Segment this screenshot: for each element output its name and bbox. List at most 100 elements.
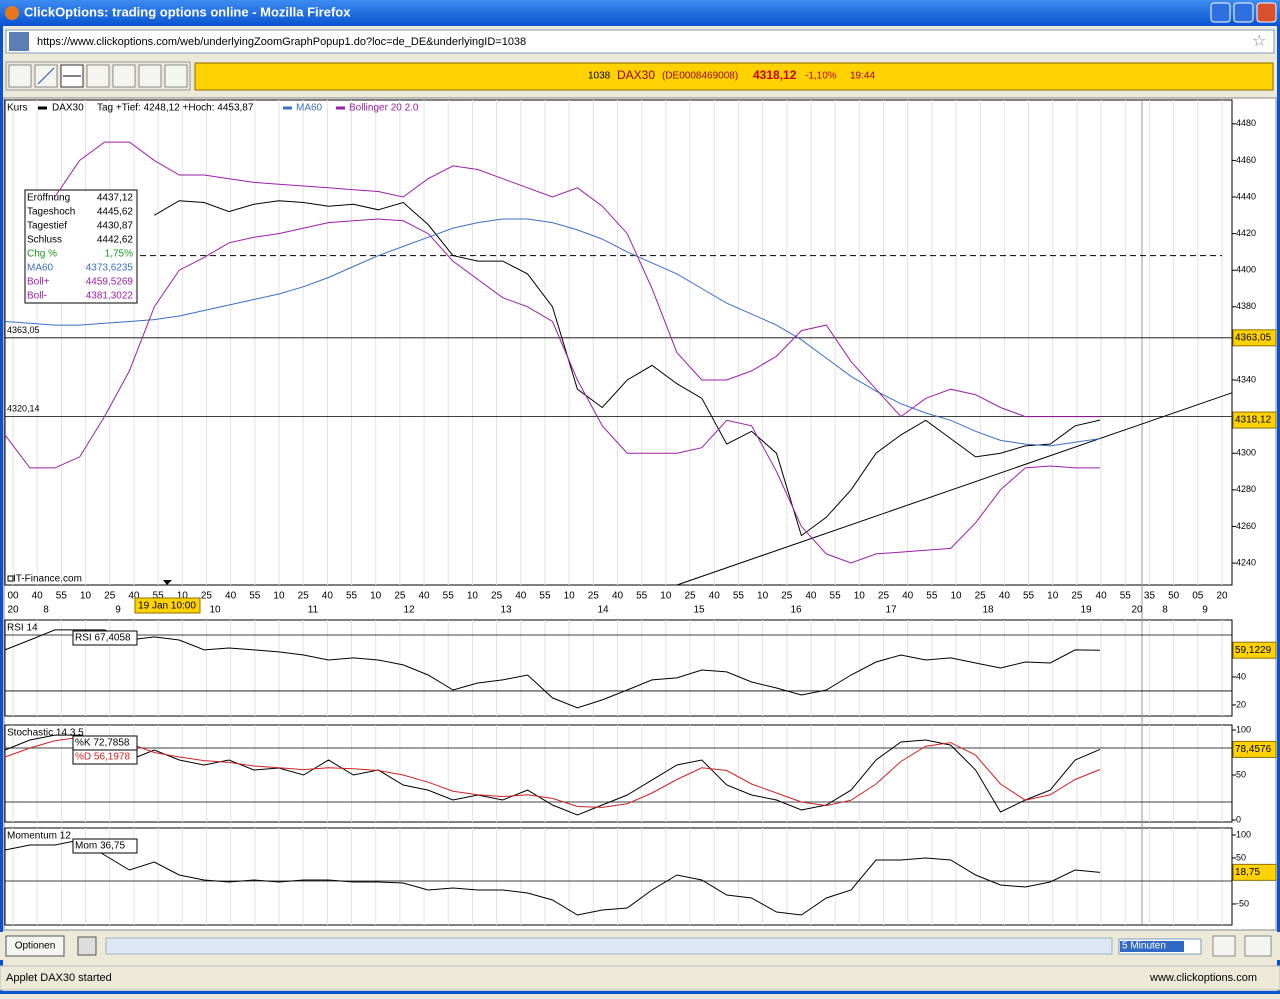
y-tick-label: 4420 [1236, 228, 1256, 238]
panel-title: Stochastic 14 3 5 [7, 728, 84, 739]
readout: %K 72,7858 [75, 738, 130, 749]
icon [37, 67, 55, 85]
main-panel [4, 99, 1233, 586]
time-label: 55 [830, 591, 842, 602]
day-label: 20 [7, 605, 19, 616]
info-label: Boll- [27, 291, 47, 302]
status-right: www.clickoptions.com [1149, 972, 1257, 984]
value-box-label: 4363,05 [1235, 332, 1272, 343]
cursor-label: 19 Jan 10:00 [138, 601, 196, 612]
time-label: 10 [660, 591, 672, 602]
value-box-label: 59,1229 [1235, 645, 1272, 656]
grid [12, 100, 1223, 925]
time-label: 40 [999, 591, 1011, 602]
ticker-change: -1,10% [805, 71, 837, 82]
options-button[interactable] [5, 935, 65, 957]
zoom-tool[interactable] [8, 64, 32, 88]
time-label: 25 [684, 591, 696, 602]
status-left: Applet DAX30 started [6, 972, 112, 984]
save-button[interactable] [77, 936, 97, 956]
series-line [4, 736, 1101, 808]
info-value: 4442,62 [97, 235, 134, 246]
info-label: Schluss [27, 235, 62, 246]
time-label: 20 [1216, 591, 1228, 602]
close-button[interactable] [1256, 2, 1277, 23]
y-tick-label: -50 [1236, 898, 1249, 908]
cursor-box [134, 597, 201, 614]
day-label: 14 [597, 605, 609, 616]
series-line [4, 839, 1101, 916]
value-box-label: 4318,12 [1235, 415, 1272, 426]
info-value: 4459,5269 [86, 277, 134, 288]
value-box [1232, 863, 1277, 881]
time-label: 55 [249, 591, 261, 602]
y-tick-label: 0 [1236, 814, 1241, 824]
readout-box [72, 749, 138, 765]
panel-title: RSI 14 [7, 623, 38, 634]
time-label: 10 [370, 591, 382, 602]
site-icon [9, 32, 29, 51]
time-label: 55 [346, 591, 358, 602]
info-value: 4437,12 [97, 193, 134, 204]
info-value: 4445,62 [97, 207, 134, 218]
value-box-label: 18,75 [1235, 867, 1260, 878]
time-label: 00 [7, 591, 19, 602]
value-box [1232, 641, 1277, 659]
info-label: MA60 [27, 263, 54, 274]
zoom-out[interactable] [1212, 935, 1236, 957]
time-label: 10 [467, 591, 479, 602]
day-label: 16 [790, 605, 802, 616]
series-line [4, 629, 1101, 709]
zoom-in[interactable] [1244, 935, 1272, 957]
time-label: 25 [878, 591, 890, 602]
fib-tool[interactable] [86, 64, 110, 88]
info-label: Tageshoch [27, 207, 75, 218]
legend-symbol: DAX30 [52, 103, 84, 114]
parallel-tool[interactable] [138, 64, 162, 88]
y-tick-label: 4480 [1236, 118, 1256, 128]
time-label: 25 [781, 591, 793, 602]
y-tick-label: 4380 [1236, 301, 1256, 311]
y-tick-label: 4440 [1236, 191, 1256, 201]
time-label: 10 [564, 591, 576, 602]
ticker-price: 4318,12 [753, 68, 797, 82]
time-label: 25 [104, 591, 116, 602]
time-label: 40 [128, 591, 140, 602]
info-label: Chg % [27, 249, 57, 260]
time-label: 55 [539, 591, 551, 602]
ticker-id: 1038 [588, 71, 611, 82]
legend-range: Tag +Tief: 4248,12 +Hoch: 4453,87 [97, 103, 254, 114]
y-tick-label: 50 [1236, 769, 1246, 779]
time-label: 10 [80, 591, 92, 602]
y-tick-label: 100 [1236, 829, 1251, 839]
day-label: 9 [115, 605, 121, 616]
info-value: 1,75% [105, 249, 133, 260]
address-bar[interactable] [5, 29, 1275, 54]
value-box [1232, 740, 1277, 758]
info-rows: Eröffnung 4437,12 Tageshoch 4445,62 Tagestie… [27, 193, 133, 302]
day-label: 11 [308, 605, 319, 616]
delete-tool[interactable] [164, 64, 188, 88]
time-label: 25 [491, 591, 503, 602]
channel-tool[interactable] [112, 64, 136, 88]
cursor-marker [163, 580, 172, 585]
info-value: 4381,3022 [86, 291, 134, 302]
day-label: 18 [982, 605, 994, 616]
day-label: 15 [693, 605, 705, 616]
info-box [24, 189, 138, 304]
info-value: 4430,87 [97, 221, 134, 232]
readout-box [72, 838, 138, 854]
maximize-button[interactable] [1233, 2, 1254, 23]
time-label: 40 [322, 591, 334, 602]
day-label: 8 [43, 605, 49, 616]
day-label: 12 [403, 605, 415, 616]
minimize-button[interactable] [1210, 2, 1231, 23]
h-line-label: 4320,14 [7, 404, 40, 414]
y-tick-label: 20 [1236, 699, 1246, 709]
day-label: 20 [1131, 605, 1143, 616]
y-tick-label: 4280 [1236, 484, 1256, 494]
scrollbar[interactable] [105, 937, 1113, 955]
time-label: 25 [201, 591, 213, 602]
bookmark-star[interactable]: ☆ [1252, 33, 1266, 50]
